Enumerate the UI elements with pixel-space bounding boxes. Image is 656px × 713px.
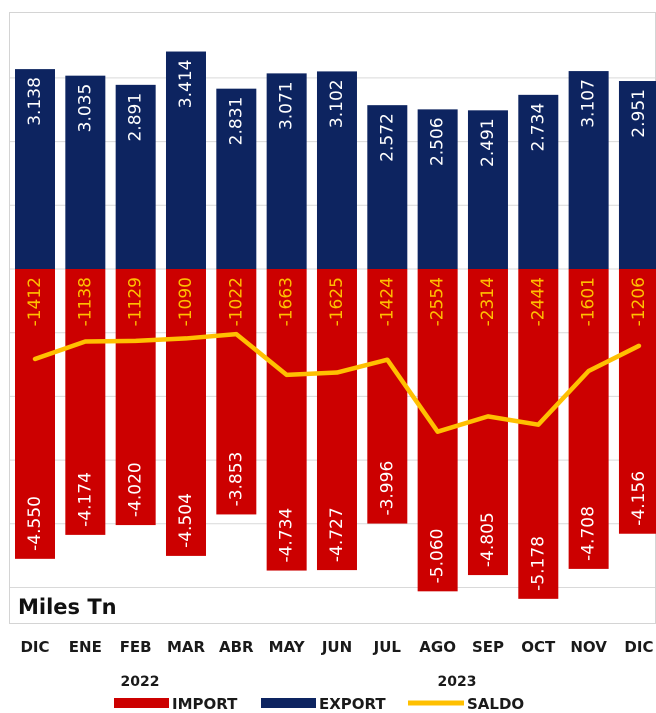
- export-value-label: 2.572: [377, 113, 397, 162]
- saldo-line: [32, 331, 642, 434]
- import-bar: [316, 269, 357, 571]
- year-label: 2023: [438, 674, 477, 690]
- import-value-label: -5.060: [428, 529, 448, 584]
- legend: IMPORT EXPORT SALDO: [114, 695, 524, 713]
- x-tick-label: ENE: [69, 638, 102, 656]
- unit-label: Miles Tn: [18, 595, 117, 619]
- export-value-label: 2.734: [528, 103, 548, 152]
- saldo-value-label: -2554: [428, 277, 448, 326]
- export-bar: [165, 51, 206, 269]
- x-tick-label: FEB: [120, 638, 152, 656]
- import-value-label: -4.174: [75, 472, 95, 527]
- saldo-value-label: -1022: [226, 277, 246, 326]
- x-tick-label: SEP: [472, 638, 504, 656]
- import-bar: [115, 269, 156, 526]
- import-value-label: -3.853: [226, 452, 246, 507]
- import-value-label: -5.178: [528, 536, 548, 591]
- saldo-value-label: -1601: [579, 277, 599, 326]
- saldo-series: [32, 331, 642, 434]
- export-value-label: 2.831: [226, 97, 246, 146]
- import-value-label: -4.020: [126, 462, 146, 517]
- import-value-label: -4.156: [629, 471, 649, 526]
- export-value-label: 3.035: [75, 84, 95, 133]
- export-value-label: 2.491: [478, 118, 498, 167]
- export-value-label: 2.891: [126, 93, 146, 142]
- bar-value-labels: 3.138 -1412 -4.550 3.035 -1138 -4.174 2.891 -11…: [25, 60, 649, 591]
- import-bar: [216, 269, 257, 515]
- export-value-label: 3.102: [327, 79, 347, 128]
- saldo-value-label: -1663: [277, 277, 297, 326]
- saldo-value-label: -1412: [25, 277, 45, 326]
- import-bar: [165, 269, 206, 556]
- export-bar: [618, 81, 656, 269]
- import-value-label: -3.996: [377, 461, 397, 516]
- x-tick-label: MAY: [269, 638, 306, 656]
- x-tick-label: ABR: [219, 638, 254, 656]
- legend-swatch-import: [114, 698, 169, 708]
- x-tick-label: JUN: [321, 638, 352, 656]
- import-value-label: -4.504: [176, 493, 196, 548]
- export-bar: [15, 69, 55, 269]
- import-bar: [618, 269, 656, 534]
- export-value-label: 2.951: [629, 89, 649, 138]
- import-bar: [65, 269, 106, 535]
- export-value-label: 3.071: [277, 81, 297, 130]
- saldo-value-label: -1206: [629, 277, 649, 326]
- export-bar: [316, 71, 357, 269]
- import-bar: [367, 269, 408, 524]
- import-bar: [15, 269, 55, 559]
- saldo-value-label: -1129: [126, 277, 146, 326]
- import-value-label: -4.550: [25, 496, 45, 551]
- export-value-label: 2.506: [428, 117, 448, 166]
- export-bar: [216, 88, 257, 269]
- import-bar: [266, 269, 307, 571]
- import-value-label: -4.805: [478, 512, 498, 567]
- export-bar: [266, 73, 307, 270]
- saldo-value-label: -2444: [528, 277, 548, 326]
- import-value-label: -4.734: [277, 508, 297, 563]
- legend-label-export: EXPORT: [319, 695, 386, 713]
- x-tick-label: NOV: [570, 638, 607, 656]
- legend-label-saldo: SALDO: [467, 695, 524, 713]
- saldo-value-label: -1090: [176, 277, 196, 326]
- export-bar: [568, 71, 609, 269]
- import-value-label: -4.727: [327, 507, 347, 562]
- x-tick-label: DIC: [20, 638, 49, 656]
- import-bar: [568, 269, 609, 569]
- bars: [15, 51, 656, 599]
- saldo-value-label: -1625: [327, 277, 347, 326]
- year-label: 2022: [121, 674, 160, 690]
- x-tick-label: AGO: [419, 638, 456, 656]
- x-axis: DIC ENE FEB MAR ABR MAY JUN JUL AGO SEP OCT NOV DIC 2…: [20, 638, 653, 690]
- legend-label-import: IMPORT: [172, 695, 238, 713]
- import-value-label: -4.708: [579, 506, 599, 561]
- export-bar: [467, 110, 508, 269]
- x-tick-label: OCT: [521, 638, 556, 656]
- import-bar: [518, 269, 559, 599]
- export-bar: [518, 94, 559, 269]
- export-bar: [367, 105, 408, 269]
- export-value-label: 3.138: [25, 77, 45, 126]
- export-bar: [115, 84, 156, 270]
- export-value-label: 3.107: [579, 79, 599, 128]
- legend-swatch-export: [261, 698, 316, 708]
- export-bar: [417, 109, 458, 269]
- x-tick-label: MAR: [167, 638, 206, 656]
- saldo-value-label: -2314: [478, 277, 498, 326]
- x-tick-label: JUL: [373, 638, 402, 656]
- saldo-value-label: -1138: [75, 277, 95, 326]
- export-value-label: 3.414: [176, 60, 196, 109]
- x-tick-label: DIC: [624, 638, 653, 656]
- export-bar: [65, 75, 106, 269]
- saldo-value-label: -1424: [377, 277, 397, 326]
